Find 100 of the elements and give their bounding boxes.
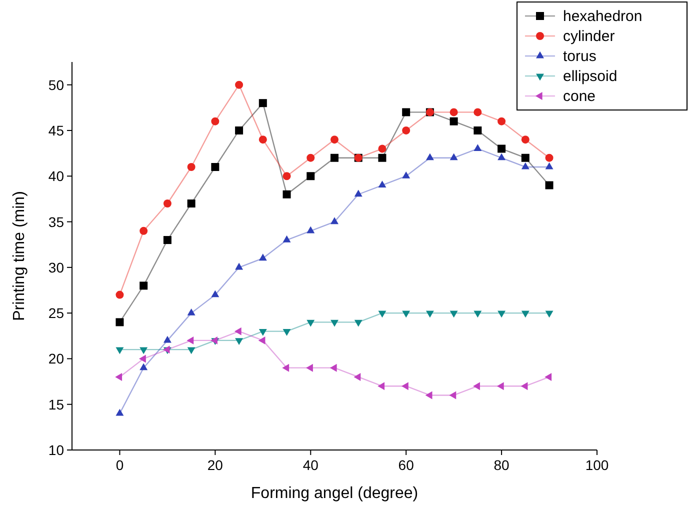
point [378,154,386,162]
point [474,310,482,318]
point [521,310,530,318]
point [545,181,554,190]
point [187,162,196,171]
legend-label: hexahedron [563,8,642,25]
point [306,320,315,327]
y-tick-label: 10 [48,442,64,458]
x-tick-label: 20 [207,457,224,473]
point [544,372,552,381]
point [521,136,530,144]
point [330,364,337,372]
point [140,282,148,290]
point [425,391,432,400]
point [426,153,434,160]
point [474,108,482,116]
x-tick-label: 0 [116,457,124,473]
x-axis-title: Forming angel (degree) [250,485,418,502]
x-tick-label: 40 [302,457,319,473]
point [449,391,456,400]
point [498,144,506,153]
point [354,190,362,197]
point [306,172,315,180]
x-tick-label: 80 [494,457,510,473]
point [235,126,244,134]
y-tick-label: 50 [48,76,64,93]
point [116,290,124,299]
point [450,117,458,126]
point [498,310,506,318]
point [258,254,267,261]
point [187,308,196,316]
point [354,372,361,381]
point [474,144,482,152]
point [354,320,362,327]
point [498,153,506,160]
y-axis-title: Printing time (min) [11,191,28,321]
legend-label: cylinder [563,28,615,45]
point [545,310,554,318]
y-tick-label: 25 [48,305,64,322]
point [330,320,338,327]
point [330,136,338,144]
point [473,382,480,390]
point [450,310,458,318]
point [116,347,124,354]
point [402,310,410,318]
point [138,354,146,363]
point [258,99,267,108]
legend-label: torus [563,48,596,65]
y-tick-label: 35 [48,214,64,230]
point [282,364,290,372]
point [330,217,338,224]
y-tick-label: 40 [48,168,64,184]
point [116,318,124,326]
point [378,180,386,188]
point [258,336,266,344]
point [163,336,172,343]
point [235,80,244,89]
y-tick-label: 30 [48,259,64,276]
point [306,226,315,234]
point [474,126,482,134]
point [235,262,244,270]
point [545,162,554,170]
point [163,200,172,208]
point [282,172,291,180]
legend-label: cone [563,88,596,105]
y-tick-label: 15 [48,396,64,412]
point [402,172,410,178]
point [450,108,458,116]
point [187,200,196,208]
x-tick-label: 60 [398,457,414,473]
point [378,144,386,153]
point [402,126,410,134]
point [402,108,410,116]
point [521,154,530,162]
point [378,382,385,390]
point [496,382,504,390]
point [258,329,267,336]
point [211,117,220,126]
y-tick-label: 20 [48,350,64,367]
point [426,310,434,318]
point [306,364,313,372]
y-tick-label: 45 [48,122,64,138]
point [140,347,148,354]
point [186,336,194,344]
point [306,154,315,162]
point [163,236,172,244]
point [401,382,408,390]
point [282,190,291,198]
point [235,338,244,346]
point [115,372,122,381]
point [258,136,267,144]
x-tick-label: 100 [585,457,609,473]
point [140,226,148,235]
point [282,235,291,242]
point [211,290,220,298]
point [211,162,220,171]
point [498,117,506,126]
point [330,154,338,162]
point [282,329,291,336]
point [140,363,148,370]
